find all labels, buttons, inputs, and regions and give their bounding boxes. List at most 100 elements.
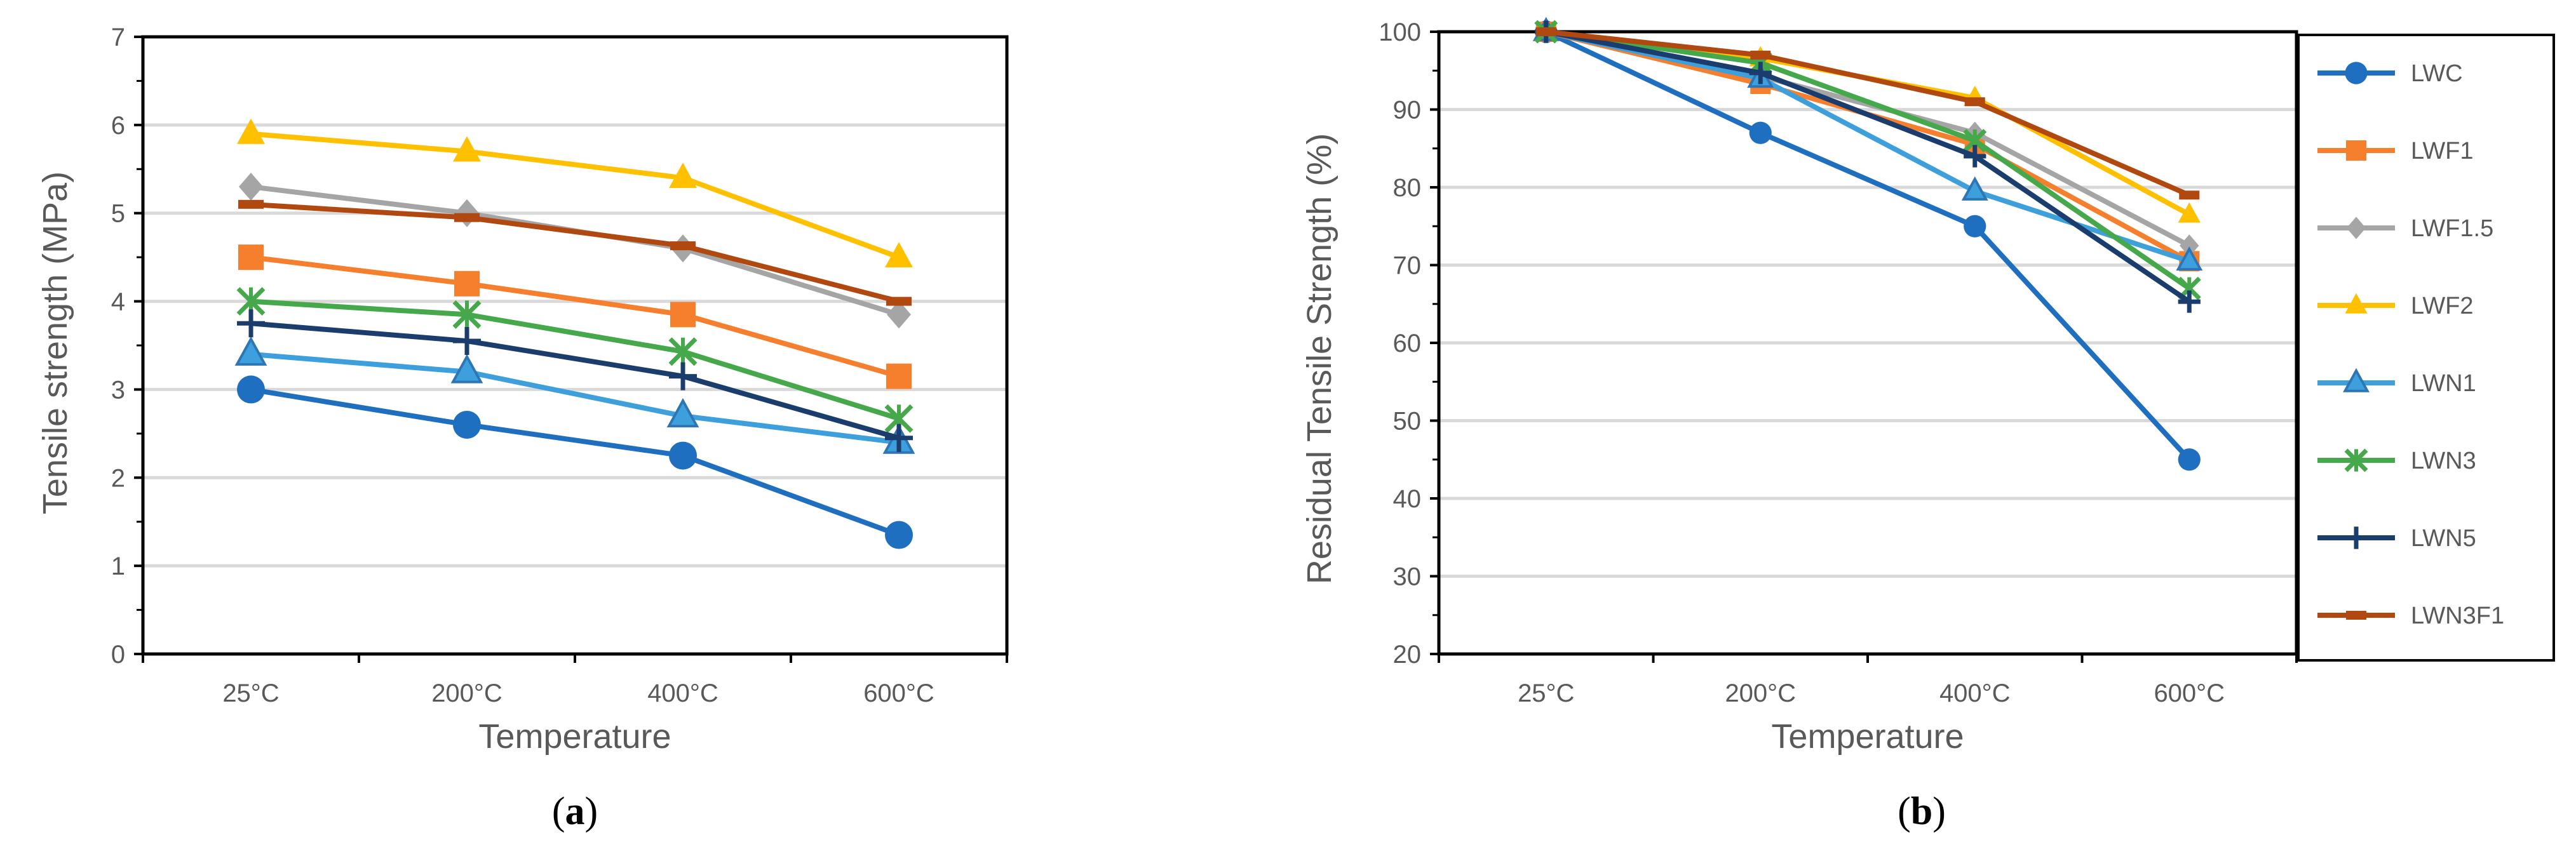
y-tick-label: 70 [1393, 252, 1422, 280]
series-lwn5 [237, 309, 913, 452]
legend-item: LWN3F1 [2317, 603, 2504, 629]
chart-b-series [1532, 17, 2203, 471]
series-line [1545, 29, 2191, 248]
series-line [250, 321, 900, 441]
data-point [454, 213, 480, 222]
data-point [238, 244, 264, 270]
chart-b-legend: LWC LWF1 LWF1.5 LWF2 LWN1 LWN3 LWN5 LWN3F1 [2297, 34, 2555, 662]
series-lwn3f1 [238, 199, 912, 306]
legend-frame [2297, 34, 2555, 662]
y-tick-label: 60 [1393, 330, 1422, 357]
x-tick-label: 25°C [222, 679, 279, 707]
caption-a: (a) [552, 790, 598, 833]
legend-swatch-marker [2346, 611, 2366, 620]
series-lwn3 [236, 287, 914, 433]
data-point [885, 424, 913, 452]
series-line [1545, 29, 2191, 264]
chart-b-y-tick-labels: 20 30 40 50 60 70 80 90 100 [1379, 18, 1421, 669]
series-line [250, 255, 900, 379]
data-point [1964, 97, 1985, 107]
legend-item: LWN5 [2317, 525, 2476, 552]
data-point [670, 241, 696, 251]
legend-item: LWN3 [2317, 448, 2476, 474]
series-line [250, 201, 900, 304]
series-line [250, 298, 900, 422]
data-point [1750, 50, 1771, 60]
series-line [250, 184, 900, 317]
legend-item: LWF1 [2317, 138, 2474, 164]
caption-b-letter: b [1911, 790, 1932, 833]
legend-label: LWN3 [2411, 448, 2476, 474]
legend-swatch-marker [2345, 62, 2368, 84]
legend-label: LWF1 [2411, 138, 2474, 164]
data-point [669, 441, 697, 470]
legend-swatch-marker [2345, 526, 2368, 549]
data-point [1964, 145, 1986, 168]
y-tick-label: 7 [111, 23, 125, 51]
legend-label: LWF1.5 [2411, 215, 2493, 242]
data-point [452, 300, 482, 329]
x-tick-label: 200°C [1725, 679, 1796, 707]
y-tick-label: 40 [1393, 485, 1422, 513]
data-point [885, 242, 913, 268]
legend-swatch-marker [2346, 217, 2366, 239]
y-tick-label: 50 [1393, 408, 1422, 436]
series-line [250, 131, 900, 260]
series-lwf2 [237, 118, 913, 268]
chart-a-x-axis-label: Temperature [478, 717, 671, 756]
data-point [1964, 215, 1986, 237]
data-point [1535, 27, 1556, 36]
data-point [670, 302, 696, 328]
data-point [237, 375, 265, 404]
y-tick-label: 1 [111, 552, 125, 580]
legend-item: LWF1.5 [2317, 215, 2493, 242]
x-tick-label: 200°C [431, 679, 502, 707]
y-tick-label: 3 [111, 376, 125, 404]
y-tick-label: 90 [1393, 97, 1422, 124]
plot-frame [141, 35, 1009, 656]
legend-label: LWN1 [2411, 370, 2476, 397]
chart-a-y-tick-labels: 0 1 2 3 4 5 6 7 [111, 23, 125, 669]
data-point [2180, 234, 2199, 257]
legend-swatch-marker [2346, 140, 2366, 161]
series-line [1545, 29, 2191, 304]
data-point [239, 173, 263, 201]
series-line [250, 387, 900, 538]
y-tick-label: 4 [111, 288, 125, 316]
y-tick-label: 6 [111, 112, 125, 140]
legend-item: LWF2 [2317, 293, 2474, 319]
data-point [454, 270, 480, 297]
legend-label: LWN5 [2411, 525, 2476, 552]
series-line [1545, 29, 2190, 264]
series-line [1546, 29, 2190, 197]
chart-a-x-tick-labels: 25°C 200°C 400°C 600°C [222, 679, 934, 707]
data-point [237, 309, 265, 338]
data-point [2176, 246, 2203, 271]
data-point [453, 136, 481, 162]
data-point [668, 337, 698, 366]
data-point [453, 327, 481, 356]
series-lwn1 [234, 336, 915, 454]
data-point [885, 521, 913, 549]
x-tick-label: 400°C [647, 679, 718, 707]
chart-b-x-axis-label: Temperature [1771, 717, 1964, 756]
legend-swatch-marker [2345, 293, 2368, 314]
data-point [886, 363, 912, 389]
caption-a-letter: a [565, 790, 585, 833]
data-point [453, 410, 481, 439]
x-tick-label: 600°C [2154, 679, 2225, 707]
data-point [886, 297, 912, 306]
series-line [1545, 29, 2192, 462]
legend-label: LWC [2411, 60, 2463, 87]
legend-swatch-marker [2343, 368, 2370, 392]
series-line [250, 351, 900, 445]
data-point [2178, 202, 2201, 223]
data-point [669, 163, 697, 189]
legend-item: LWN1 [2317, 368, 2476, 397]
data-point [1749, 62, 1772, 84]
chart-b-y-axis-label: Residual Tensile Strength (%) [1300, 133, 1339, 584]
series-line [1546, 29, 2191, 291]
legend-item: LWC [2317, 60, 2463, 87]
data-point [238, 199, 264, 209]
